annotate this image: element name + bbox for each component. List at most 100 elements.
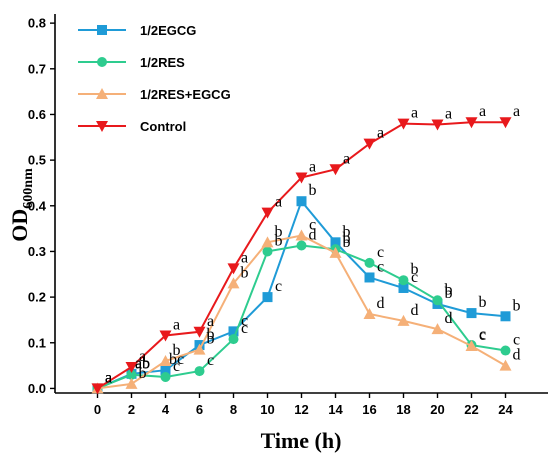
- data-point: [295, 172, 308, 184]
- data-point: [160, 365, 171, 376]
- significance-letter: c: [377, 258, 384, 275]
- y-axis-title: OD600nm: [7, 168, 36, 242]
- significance-letter: a: [513, 103, 520, 120]
- significance-letter: b: [513, 297, 521, 314]
- data-point: [330, 237, 341, 248]
- significance-letter: a: [309, 158, 316, 175]
- data-point: [295, 229, 308, 241]
- significance-letter: b: [479, 294, 487, 311]
- data-point: [227, 277, 240, 289]
- x-tick-label: 0: [94, 402, 101, 417]
- legend-label: 1/2RES: [140, 55, 185, 70]
- data-point: [160, 372, 171, 383]
- significance-letter: d: [513, 347, 521, 364]
- significance-letter: b: [207, 331, 215, 348]
- significance-letter: a: [105, 369, 112, 386]
- legend-swatch-marker: [96, 121, 108, 132]
- legend: 1/2EGCG 1/2RES 1/2RES+EGCG Control: [78, 23, 231, 134]
- data-point: [91, 383, 104, 395]
- data-point: [296, 240, 307, 251]
- significance-letter: b: [343, 234, 351, 251]
- data-point: [465, 117, 478, 129]
- significance-letter: b: [275, 223, 283, 240]
- data-point: [499, 359, 512, 371]
- significance-letter: a: [241, 249, 248, 266]
- data-point: [500, 345, 511, 356]
- data-point: [431, 119, 444, 131]
- y-tick-label: 0.0: [28, 381, 46, 396]
- data-point: [125, 377, 138, 389]
- significance-letter: c: [309, 216, 316, 233]
- significance-letter: c: [241, 312, 248, 329]
- legend-label: 1/2RES+EGCG: [140, 87, 231, 102]
- data-point: [193, 326, 206, 338]
- significance-letter: a: [207, 313, 214, 330]
- data-point: [363, 138, 376, 150]
- x-tick-label: 18: [396, 402, 410, 417]
- legend-swatch-marker: [96, 88, 108, 99]
- data-point: [159, 355, 172, 367]
- x-tick-label: 22: [464, 402, 478, 417]
- significance-letter: d: [309, 227, 317, 244]
- significance-letter: a: [105, 369, 112, 386]
- data-point: [262, 246, 273, 257]
- data-point: [329, 164, 342, 176]
- data-point: [397, 314, 410, 326]
- significance-letter: c: [479, 326, 486, 343]
- data-point: [228, 334, 239, 345]
- legend-item: 1/2RES: [78, 55, 185, 70]
- legend-item: 1/2EGCG: [78, 23, 196, 38]
- x-tick-label: 10: [260, 402, 274, 417]
- significance-letter: a: [275, 194, 282, 211]
- x-tick-label: 6: [196, 402, 203, 417]
- significance-letter: d: [411, 302, 419, 319]
- data-point: [227, 263, 240, 275]
- significance-letter: a: [343, 150, 350, 167]
- x-tick-label: 24: [498, 402, 513, 417]
- significance-letter: b: [241, 264, 249, 281]
- y-tick-label: 0.4: [28, 198, 47, 213]
- legend-label: 1/2EGCG: [140, 23, 196, 38]
- data-point: [500, 311, 511, 322]
- series-line: [96, 121, 506, 390]
- data-point: [364, 272, 375, 283]
- significance-letter: a: [105, 369, 112, 386]
- significance-letter: d: [377, 295, 385, 312]
- data-point: [296, 196, 307, 207]
- data-point: [329, 246, 342, 258]
- data-point: [466, 308, 477, 319]
- significance-letter: a: [377, 125, 384, 142]
- significance-letter: bc: [169, 351, 184, 368]
- data-point: [228, 326, 239, 337]
- legend-swatch-marker: [97, 25, 107, 35]
- significance-letter: c: [411, 269, 418, 286]
- significance-letter: b: [411, 261, 419, 278]
- y-axis-title-main: OD: [7, 209, 32, 242]
- y-tick-label: 0.5: [28, 153, 46, 168]
- significance-letter: d: [445, 310, 453, 327]
- data-point: [432, 295, 443, 306]
- data-point: [261, 207, 274, 219]
- x-tick-label: 20: [430, 402, 444, 417]
- y-axis-title-subscript: 600nm: [21, 168, 36, 209]
- data-point: [397, 118, 410, 130]
- x-tick-label: 16: [362, 402, 376, 417]
- significance-letter: b: [343, 230, 351, 247]
- significance-letter: b: [207, 326, 215, 343]
- significance-letter: a: [173, 316, 180, 333]
- significance-letter: c: [275, 278, 282, 295]
- significance-letter: c: [173, 358, 180, 375]
- significance-letter: b: [309, 182, 317, 199]
- significance-letter: a: [445, 106, 452, 123]
- y-tick-label: 0.2: [28, 290, 46, 305]
- data-point: [465, 339, 478, 351]
- data-point: [194, 366, 205, 377]
- significance-letter: b: [343, 223, 351, 240]
- y-tick-label: 0.1: [28, 335, 46, 350]
- data-point: [126, 369, 137, 380]
- data-point: [398, 282, 409, 293]
- x-tick-label: 14: [328, 402, 343, 417]
- significance-letter: b: [445, 285, 453, 302]
